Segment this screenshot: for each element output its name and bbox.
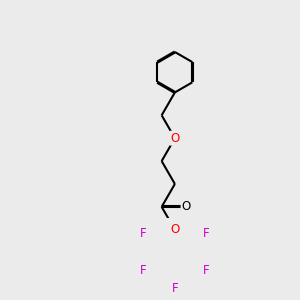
Text: F: F [140, 227, 147, 240]
Text: F: F [172, 282, 178, 295]
Text: O: O [170, 132, 179, 145]
Text: O: O [182, 200, 191, 213]
Text: F: F [203, 227, 210, 240]
Text: F: F [203, 264, 210, 277]
Text: O: O [170, 223, 179, 236]
Text: F: F [140, 264, 147, 277]
